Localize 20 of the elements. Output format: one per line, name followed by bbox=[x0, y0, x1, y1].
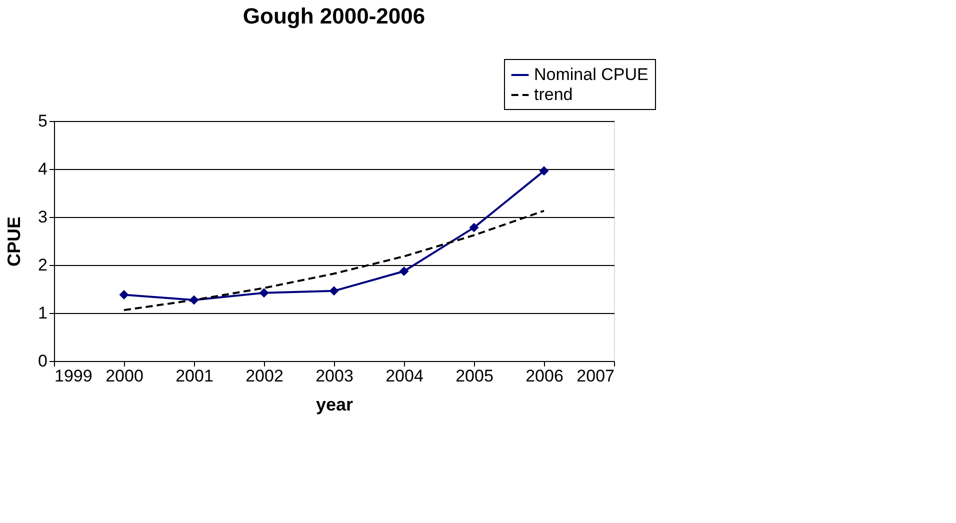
x-tick-label: 2001 bbox=[176, 366, 214, 386]
x-tick-label: 2004 bbox=[386, 366, 424, 386]
y-tick-label: 3 bbox=[38, 208, 48, 226]
x-axis-title: year bbox=[316, 394, 354, 414]
y-tick-label: 4 bbox=[38, 160, 48, 178]
y-axis-title: CPUE bbox=[4, 216, 24, 267]
x-tick-label: 2006 bbox=[526, 366, 564, 386]
legend-label: Nominal CPUE bbox=[534, 65, 648, 84]
x-tick-label: 2003 bbox=[316, 366, 354, 386]
x-tick-label: 2000 bbox=[106, 366, 144, 386]
legend-label: trend bbox=[534, 85, 573, 104]
y-tick-label: 0 bbox=[38, 352, 48, 370]
y-tick-label: 2 bbox=[38, 256, 48, 274]
y-tick-label: 1 bbox=[38, 304, 48, 322]
chart-title: Gough 2000-2006 bbox=[242, 4, 426, 28]
x-tick-label: 2005 bbox=[456, 366, 494, 386]
x-tick-label: 2007 bbox=[576, 366, 614, 386]
x-tick-label: 1999 bbox=[54, 366, 92, 386]
x-tick-label: 2002 bbox=[246, 366, 284, 386]
y-tick-label: 5 bbox=[38, 112, 48, 130]
